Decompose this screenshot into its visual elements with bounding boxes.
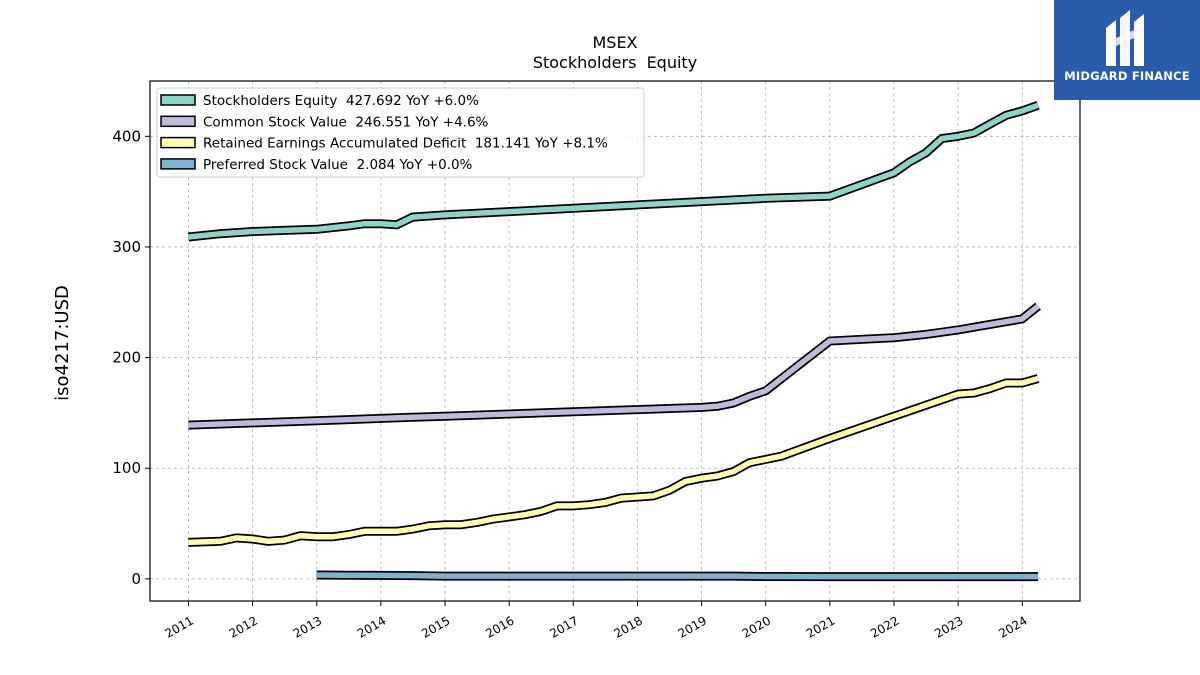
- y-tick-label: 400: [112, 127, 141, 145]
- x-tick-label: 2020: [740, 613, 773, 640]
- series-line-0: [188, 102, 1040, 240]
- chart-title: MSEX: [592, 33, 637, 52]
- x-tick-label: 2014: [355, 613, 388, 640]
- legend-box: [156, 87, 645, 178]
- x-tick-label: 2022: [868, 613, 901, 640]
- legend-label-2: Retained Earnings Accumulated Deficit 18…: [203, 136, 608, 152]
- legend-label-1: Common Stock Value 246.551 YoY +4.6%: [203, 114, 489, 130]
- plot-area: [187, 101, 1041, 582]
- x-tick-label: 2019: [676, 613, 709, 640]
- x-tick-label: 2023: [932, 613, 965, 640]
- y-axis-label: iso4217:USD: [52, 285, 73, 401]
- x-tick-label: 2021: [804, 613, 837, 640]
- series-line-1: [188, 303, 1040, 428]
- legend: Stockholders Equity 427.692 YoY +6.0% Com…: [156, 87, 645, 178]
- y-tick-label: 200: [112, 349, 141, 367]
- legend-swatch-2: [160, 136, 196, 149]
- logo-mark-icon: [1106, 10, 1144, 66]
- y-tick-label: 100: [112, 459, 141, 477]
- logo: MIDGARD FINANCE: [1054, 0, 1200, 100]
- series-line-3: [316, 572, 1039, 580]
- x-tick-label: 2012: [227, 613, 260, 640]
- logo-text: MIDGARD FINANCE: [1064, 69, 1190, 83]
- y-tick-label: 300: [112, 238, 141, 256]
- x-tick-label: 2011: [163, 613, 196, 640]
- chart-subtitle: Stockholders Equity: [533, 53, 697, 72]
- x-tick-label: 2015: [419, 613, 452, 640]
- x-tick-label: 2016: [483, 613, 516, 640]
- series-outline-2: [188, 374, 1040, 547]
- x-tick-label: 2017: [547, 613, 580, 640]
- legend-swatch-0: [160, 94, 196, 106]
- plot-frame: [149, 80, 1081, 602]
- legend-swatch-1: [160, 115, 196, 128]
- series-line-2: [188, 375, 1039, 546]
- y-tick-label: 0: [131, 570, 141, 588]
- x-tick-label: 2018: [611, 613, 644, 640]
- x-tick-label: 2013: [291, 613, 324, 640]
- legend-label-0: Stockholders Equity 427.692 YoY +6.0%: [203, 93, 479, 109]
- legend-label-3: Preferred Stock Value 2.084 YoY +0.0%: [203, 157, 473, 173]
- legend-swatch-3: [160, 158, 196, 170]
- x-tick-label: 2024: [996, 613, 1029, 640]
